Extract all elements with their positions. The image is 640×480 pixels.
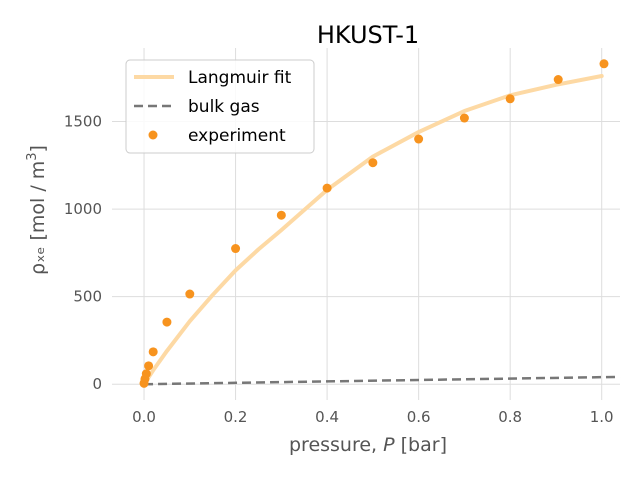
experiment-point [276,210,286,220]
x-axis-label: pressure, P [bar] [289,434,447,456]
y-tick-label: 1500 [64,113,102,131]
chart-title: HKUST-1 [317,21,419,49]
legend-label-experiment: experiment [188,126,286,146]
tick-labels: 0.0 0.2 0.4 0.6 0.8 1.0 0 500 1000 1500 [64,113,614,426]
x-tick-label: 0.0 [132,408,156,426]
x-tick-label: 0.6 [407,408,431,426]
y-tick-label: 0 [92,375,102,393]
experiment-point [322,183,332,193]
experiment-point [162,317,172,327]
legend-label-bulk-gas: bulk gas [188,97,260,117]
x-tick-label: 0.4 [315,408,339,426]
x-axis-label-unit: [bar] [395,434,447,456]
y-axis-label: ρₓₑ [mol / m3] [25,145,49,275]
y-axis-label-close: ] [27,145,49,152]
experiment-point [185,289,195,299]
experiment-point [459,113,469,123]
y-tick-label: 1000 [64,200,102,218]
x-axis-label-variable: P [383,434,395,456]
experiment-point [505,94,515,104]
x-tick-label: 0.8 [498,408,522,426]
legend-swatch-experiment [148,130,158,140]
y-axis-label-superscript: 3 [25,152,40,160]
series [139,59,621,388]
experiment-point [148,347,158,357]
experiment-point [368,158,378,168]
langmuir-fit-line [142,74,604,387]
experiment-point [553,75,563,85]
bulk-gas-line [144,375,621,386]
experiment-point [599,59,609,69]
experiment-point [144,361,154,371]
experiment-point [231,244,241,254]
x-axis-label-prefix: pressure, [289,434,383,456]
legend-label-langmuir-fit: Langmuir fit [188,68,292,88]
x-tick-label: 1.0 [590,408,614,426]
experiment-point [141,369,151,379]
y-axis-label-base: ρₓₑ [mol / m [27,161,49,275]
experiment-point [414,134,424,144]
legend: Langmuir fit bulk gas experiment [125,59,315,154]
x-tick-label: 0.2 [224,408,248,426]
legend-frame [125,59,315,154]
y-tick-label: 500 [73,288,102,306]
